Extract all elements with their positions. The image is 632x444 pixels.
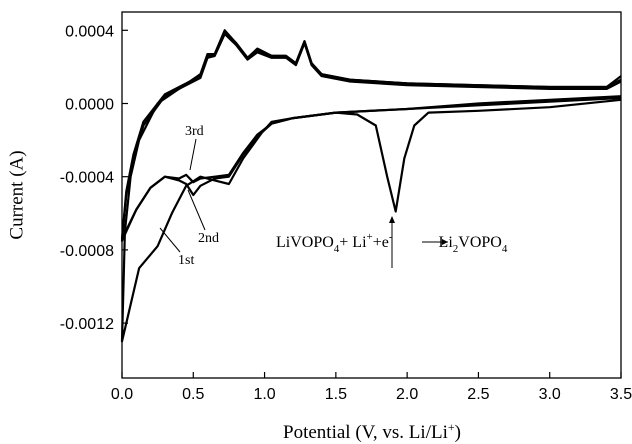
x-tick-label: 2.0 [396,386,418,403]
annotation-arrow [187,189,206,231]
x-tick-label: 3.5 [610,386,632,403]
x-axis-label: Potential (V, vs. Li/Li+) [283,420,461,443]
reaction-part: + Li [339,234,367,251]
y-tick-label: -0.0008 [60,243,114,260]
reaction: LiVOPO4+ Li++e-Li2VOPO4 [276,231,508,255]
x-tick-label: 1.5 [325,386,347,403]
y-tick-label: -0.0004 [60,170,114,187]
reaction-sup: - [389,231,393,243]
cv-curve [120,31,622,240]
x-label-end: ) [455,422,461,443]
annotation: 1st [178,253,194,268]
x-tick-label: 3.0 [539,386,561,403]
reaction-sub: 4 [502,243,508,255]
arrowhead [389,216,395,223]
x-tick-label: 0.5 [182,386,204,403]
x-tick-label: 1.0 [253,386,275,403]
reaction-part: +e [373,234,389,251]
reaction-arrowhead [442,239,448,245]
y-tick-label: -0.0012 [60,316,114,333]
x-tick-label: 2.5 [467,386,489,403]
y-axis-label: Current (A) [6,150,27,239]
y-tick-label: 0.0004 [65,23,114,40]
annotation: 3rd [185,124,204,139]
reaction-part: VOPO [458,234,502,251]
x-tick-label: 0.0 [111,386,133,403]
x-label-text: Potential (V, vs. Li/Li [283,422,448,443]
annotation: 2nd [198,231,219,246]
reaction-part: LiVOPO [276,234,334,251]
reaction-sup: + [367,231,373,243]
annotation-arrow [189,138,197,171]
reaction-sub: 2 [453,243,459,255]
reaction-sub: 4 [334,243,340,255]
x-label-sup: + [448,420,455,434]
plot-frame [121,11,622,379]
y-tick-label: 0.0000 [65,97,114,114]
